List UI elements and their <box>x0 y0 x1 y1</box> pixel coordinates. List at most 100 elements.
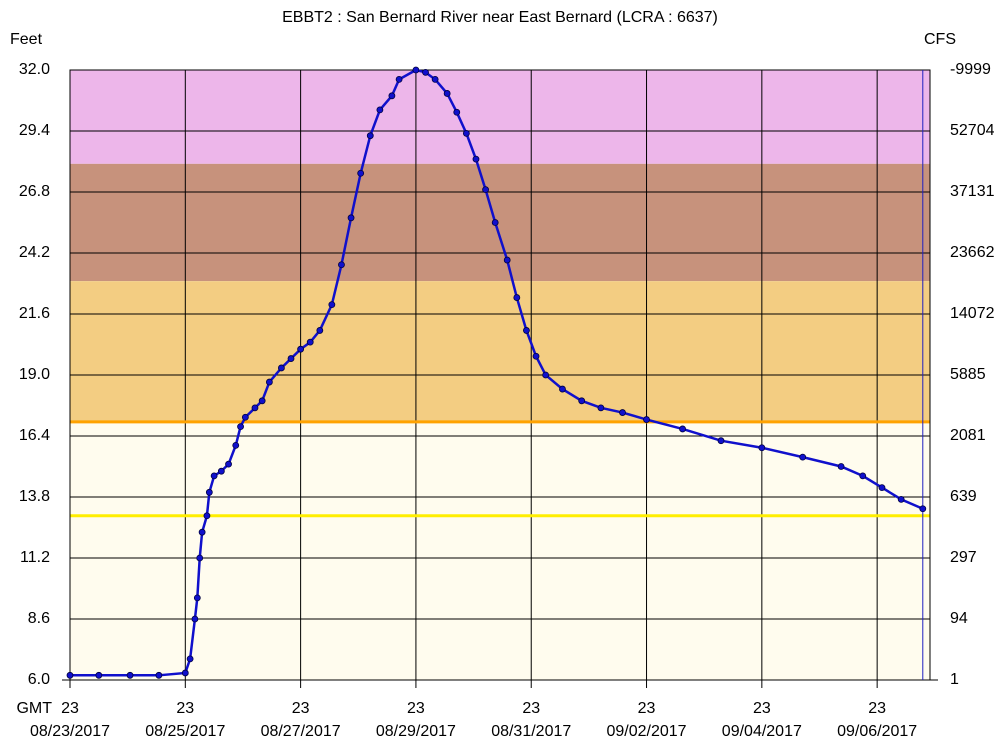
data-point <box>306 338 314 346</box>
flood-band <box>70 163 930 282</box>
flood-band <box>70 70 930 164</box>
data-point <box>491 219 499 226</box>
series-line <box>70 68 924 677</box>
data-point <box>376 106 384 114</box>
data-point <box>388 92 396 100</box>
y-tick-label: 26.8 <box>19 183 50 200</box>
x-tick-hour: 23 <box>176 700 194 717</box>
data-point <box>251 404 259 412</box>
data-point <box>542 371 550 379</box>
data-point <box>472 155 480 163</box>
y-tick-label: 19.0 <box>19 366 50 383</box>
data-point <box>328 301 336 309</box>
data-point <box>523 327 530 334</box>
data-point <box>919 505 927 513</box>
data-point <box>431 75 439 83</box>
data-point <box>316 327 324 334</box>
data-point <box>66 671 74 679</box>
x-tick-label: 09/06/2017 <box>837 723 917 740</box>
y2-tick-label: 639 <box>950 488 977 505</box>
data-point <box>287 355 295 362</box>
data-point <box>155 671 163 679</box>
data-point <box>422 68 429 76</box>
y-tick-label: 6.0 <box>28 671 50 688</box>
data-point <box>643 416 650 423</box>
x-tick-label: 08/25/2017 <box>145 723 225 740</box>
data-point <box>277 364 285 372</box>
y2-tick-label: 23662 <box>950 244 994 261</box>
data-point <box>619 409 626 416</box>
data-point <box>217 467 225 475</box>
flood-band <box>70 421 930 680</box>
x-tick-hour: 23 <box>638 700 656 717</box>
y2-tick-label: 37131 <box>950 183 994 200</box>
data-point <box>482 186 489 194</box>
chart-title: EBBT2 : San Bernard River near East Bern… <box>282 9 718 26</box>
data-point <box>578 397 586 405</box>
x-tick-hour: 23 <box>407 700 425 717</box>
data-point <box>225 460 232 468</box>
y2-axis-label: CFS <box>924 31 956 48</box>
y2-tick-label: 2081 <box>950 427 986 444</box>
data-point <box>859 472 867 480</box>
data-point <box>453 108 461 116</box>
x-tick-label: 08/23/2017 <box>30 723 110 740</box>
data-point <box>357 169 365 177</box>
data-point <box>412 66 420 74</box>
x-tick-hour: 23 <box>522 700 540 717</box>
y2-tick-label: 52704 <box>950 122 994 139</box>
y-axis-label: Feet <box>10 31 43 48</box>
data-point <box>181 669 189 677</box>
data-point <box>395 75 403 83</box>
data-point <box>205 488 213 496</box>
x-axis-label: GMT <box>16 700 52 717</box>
x-tick-label: 09/02/2017 <box>606 723 686 740</box>
data-point <box>897 495 905 503</box>
y-tick-label: 13.8 <box>19 488 50 505</box>
data-point <box>126 671 134 679</box>
data-point <box>799 453 807 461</box>
y-tick-label: 24.2 <box>19 244 50 261</box>
data-point <box>297 345 305 353</box>
data-point <box>462 129 470 137</box>
y-tick-label: 29.4 <box>19 122 50 139</box>
data-point <box>265 378 273 386</box>
data-point <box>717 437 725 445</box>
data-point <box>503 256 511 264</box>
data-point <box>338 261 345 269</box>
plot-frame <box>69 69 931 681</box>
y-tick-label: 21.6 <box>19 305 50 322</box>
y2-tick-label: 94 <box>950 610 968 627</box>
data-point <box>191 615 199 623</box>
y2-tick-label: 297 <box>950 549 977 566</box>
data-point <box>241 413 249 421</box>
data-point <box>559 385 566 393</box>
flood-band <box>70 281 930 422</box>
data-point <box>513 294 521 301</box>
data-point <box>203 512 211 520</box>
x-tick-label: 08/31/2017 <box>491 723 571 740</box>
y2-tick-label: 5885 <box>950 366 986 383</box>
data-point <box>95 671 103 679</box>
y2-tick-label: 1 <box>950 671 959 688</box>
data-point <box>193 594 201 602</box>
data-point <box>366 132 374 140</box>
data-point <box>758 444 766 452</box>
data-point <box>186 655 194 663</box>
data-point <box>443 90 451 97</box>
data-point <box>196 554 204 562</box>
data-point <box>232 441 240 449</box>
data-point <box>210 472 218 480</box>
data-point <box>597 404 605 412</box>
x-tick-hour: 23 <box>868 700 886 717</box>
x-tick-label: 08/27/2017 <box>261 723 341 740</box>
data-point <box>198 528 206 536</box>
y-tick-label: 8.6 <box>28 610 50 627</box>
y-tick-label: 32.0 <box>19 61 50 78</box>
x-tick-label: 09/04/2017 <box>722 723 802 740</box>
data-point <box>258 397 266 405</box>
data-point <box>532 352 540 360</box>
x-tick-label: 08/29/2017 <box>376 723 456 740</box>
y2-tick-label: -9999 <box>950 61 991 78</box>
